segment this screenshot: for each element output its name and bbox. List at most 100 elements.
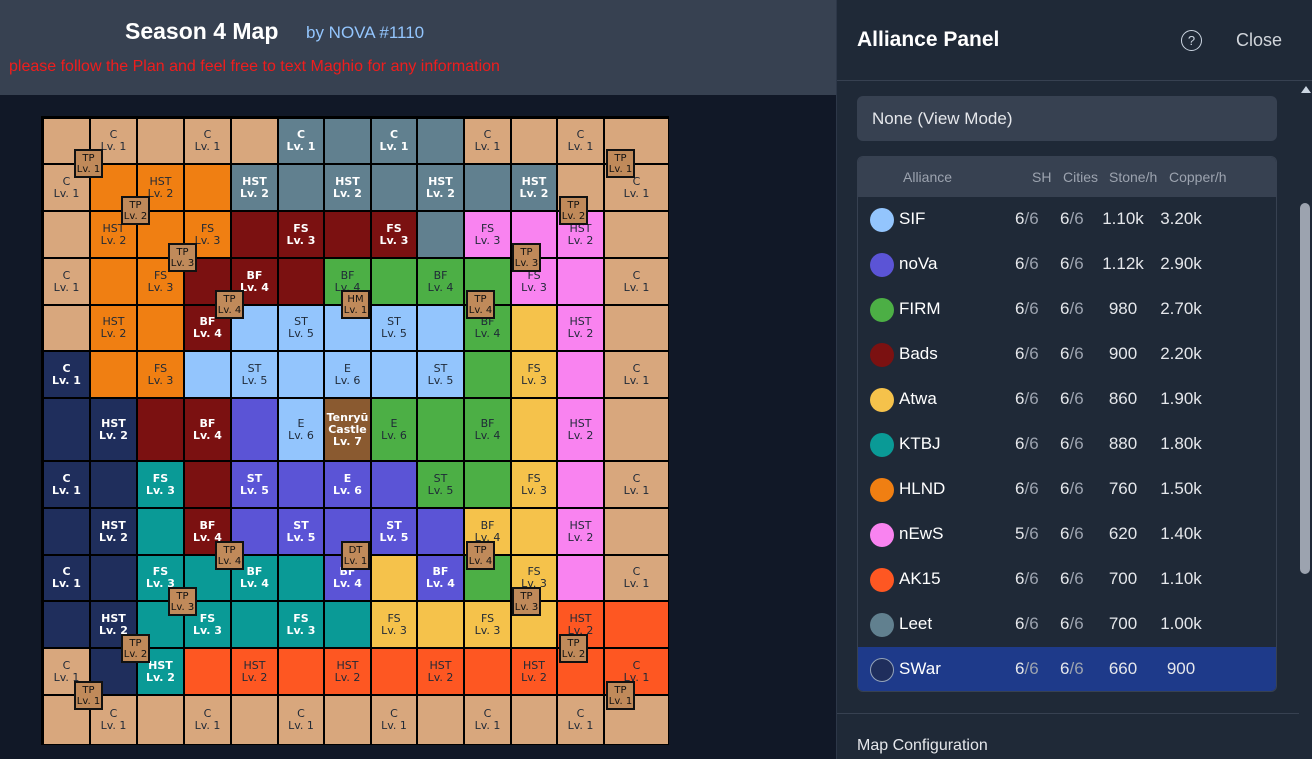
map-tile[interactable] bbox=[464, 164, 511, 211]
map-tile[interactable]: ST Lv. 5 bbox=[231, 461, 278, 508]
teleport-marker[interactable]: TP Lv. 1 bbox=[606, 681, 635, 710]
teleport-marker[interactable]: TP Lv. 2 bbox=[121, 196, 150, 225]
map-tile[interactable] bbox=[417, 211, 464, 258]
map-tile[interactable]: FS Lv. 3 bbox=[511, 461, 557, 508]
map-tile[interactable]: HST Lv. 2 bbox=[137, 648, 184, 695]
map-tile[interactable]: C Lv. 1 bbox=[557, 695, 604, 745]
map-tile[interactable]: FS Lv. 3 bbox=[137, 351, 184, 398]
map-configuration-section[interactable]: Map Configuration bbox=[857, 737, 988, 754]
map-tile[interactable]: FS Lv. 3 bbox=[137, 461, 184, 508]
teleport-marker[interactable]: TP Lv. 4 bbox=[215, 290, 244, 319]
map-tile[interactable] bbox=[371, 555, 417, 601]
map-tile[interactable] bbox=[231, 398, 278, 461]
map-tile[interactable]: HST Lv. 2 bbox=[511, 164, 557, 211]
map-tile[interactable]: HST Lv. 2 bbox=[90, 508, 137, 555]
map-tile[interactable]: C Lv. 1 bbox=[43, 555, 90, 601]
map-tile[interactable] bbox=[604, 601, 669, 648]
map-tile[interactable] bbox=[417, 398, 464, 461]
map-tile[interactable]: C Lv. 1 bbox=[184, 118, 231, 164]
teleport-marker[interactable]: TP Lv. 3 bbox=[512, 243, 541, 272]
scrollbar-thumb[interactable] bbox=[1300, 203, 1310, 574]
map-tile[interactable]: FS Lv. 3 bbox=[371, 211, 417, 258]
map-tile[interactable]: C Lv. 1 bbox=[43, 461, 90, 508]
map-tile[interactable] bbox=[557, 555, 604, 601]
teleport-marker[interactable]: TP Lv. 4 bbox=[466, 290, 495, 319]
map-tile[interactable] bbox=[511, 305, 557, 351]
map-tile[interactable]: BF Lv. 4 bbox=[464, 398, 511, 461]
map-tile[interactable] bbox=[604, 398, 669, 461]
map-tile[interactable]: BF Lv. 4 bbox=[184, 508, 231, 555]
map-tile[interactable]: ST Lv. 5 bbox=[278, 305, 324, 351]
teleport-marker[interactable]: TP Lv. 3 bbox=[168, 587, 197, 616]
map-tile[interactable] bbox=[137, 305, 184, 351]
map-tile[interactable]: C Lv. 1 bbox=[90, 695, 137, 745]
map-tile[interactable]: HST Lv. 2 bbox=[90, 305, 137, 351]
map-tile[interactable] bbox=[43, 508, 90, 555]
map-tile[interactable]: HST Lv. 2 bbox=[90, 398, 137, 461]
map-tile[interactable]: Tenryū Castle Lv. 7 bbox=[324, 398, 371, 461]
map-tile[interactable]: BF Lv. 4 bbox=[184, 305, 231, 351]
map-tile[interactable] bbox=[137, 398, 184, 461]
map-tile[interactable] bbox=[324, 695, 371, 745]
alliance-row-sif[interactable]: SIF 6/6 6/6 1.10k 3.20k bbox=[858, 197, 1276, 242]
alliance-row-ktbj[interactable]: KTBJ 6/6 6/6 880 1.80k bbox=[858, 422, 1276, 467]
alliance-row-ak15[interactable]: AK15 6/6 6/6 700 1.10k bbox=[858, 557, 1276, 602]
map-tile[interactable] bbox=[464, 648, 511, 695]
map-tile[interactable]: HST Lv. 2 bbox=[417, 164, 464, 211]
map-tile[interactable] bbox=[324, 601, 371, 648]
map-tile[interactable] bbox=[231, 601, 278, 648]
map-tile[interactable] bbox=[231, 118, 278, 164]
map-tile[interactable]: FS Lv. 3 bbox=[137, 555, 184, 601]
map-tile[interactable] bbox=[324, 211, 371, 258]
map-tile[interactable]: HST Lv. 2 bbox=[511, 648, 557, 695]
map-tile[interactable] bbox=[417, 695, 464, 745]
alliance-row-bads[interactable]: Bads 6/6 6/6 900 2.20k bbox=[858, 332, 1276, 377]
map-tile[interactable]: HST Lv. 2 bbox=[557, 305, 604, 351]
map-tile[interactable]: FS Lv. 3 bbox=[464, 601, 511, 648]
teleport-marker[interactable]: TP Lv. 4 bbox=[215, 541, 244, 570]
alliance-row-firm[interactable]: FIRM 6/6 6/6 980 2.70k bbox=[858, 287, 1276, 332]
alliance-row-swar[interactable]: SWar 6/6 6/6 660 900 bbox=[858, 647, 1276, 691]
alliance-row-nova[interactable]: noVa 6/6 6/6 1.12k 2.90k bbox=[858, 242, 1276, 287]
map-tile[interactable] bbox=[90, 555, 137, 601]
map-tile[interactable] bbox=[278, 555, 324, 601]
map-tile[interactable] bbox=[604, 211, 669, 258]
map-tile[interactable]: C Lv. 1 bbox=[184, 695, 231, 745]
map-tile[interactable] bbox=[90, 461, 137, 508]
map-tile[interactable]: C Lv. 1 bbox=[464, 695, 511, 745]
map-tile[interactable]: C Lv. 1 bbox=[371, 118, 417, 164]
map-tile[interactable]: C Lv. 1 bbox=[43, 648, 90, 695]
map-tile[interactable]: C Lv. 1 bbox=[43, 258, 90, 305]
map-tile[interactable]: ST Lv. 5 bbox=[417, 351, 464, 398]
teleport-marker[interactable]: TP Lv. 3 bbox=[168, 243, 197, 272]
season-map-grid[interactable]: C Lv. 1 C Lv. 1 C Lv. 1 C Lv. 1 C Lv. 1 C Lv. 1 C Lv.… bbox=[41, 116, 669, 745]
map-tile[interactable] bbox=[371, 351, 417, 398]
map-tile[interactable]: HST Lv. 2 bbox=[324, 164, 371, 211]
map-tile[interactable] bbox=[417, 305, 464, 351]
map-tile[interactable] bbox=[137, 695, 184, 745]
map-tile[interactable] bbox=[604, 508, 669, 555]
teleport-marker[interactable]: TP Lv. 1 bbox=[74, 149, 103, 178]
map-tile[interactable]: E Lv. 6 bbox=[324, 461, 371, 508]
map-tile[interactable] bbox=[324, 118, 371, 164]
map-tile[interactable]: HST Lv. 2 bbox=[231, 648, 278, 695]
map-tile[interactable] bbox=[278, 461, 324, 508]
map-tile[interactable]: BF Lv. 4 bbox=[184, 398, 231, 461]
map-tile[interactable]: E Lv. 6 bbox=[278, 398, 324, 461]
map-tile[interactable]: HST Lv. 2 bbox=[231, 164, 278, 211]
alliance-row-hlnd[interactable]: HLND 6/6 6/6 760 1.50k bbox=[858, 467, 1276, 512]
map-tile[interactable]: FS Lv. 3 bbox=[278, 211, 324, 258]
alliance-row-atwa[interactable]: Atwa 6/6 6/6 860 1.90k bbox=[858, 377, 1276, 422]
help-icon[interactable]: ? bbox=[1181, 30, 1202, 51]
map-tile[interactable]: FS Lv. 3 bbox=[184, 211, 231, 258]
map-tile[interactable] bbox=[417, 601, 464, 648]
map-tile[interactable] bbox=[464, 461, 511, 508]
teleport-marker[interactable]: TP Lv. 2 bbox=[121, 634, 150, 663]
map-tile[interactable] bbox=[557, 461, 604, 508]
map-tile[interactable] bbox=[43, 211, 90, 258]
map-tile[interactable]: ST Lv. 5 bbox=[371, 305, 417, 351]
alliance-row-news[interactable]: nEwS 5/6 6/6 620 1.40k bbox=[858, 512, 1276, 557]
teleport-marker[interactable]: TP Lv. 1 bbox=[74, 681, 103, 710]
map-tile[interactable]: FS Lv. 3 bbox=[371, 601, 417, 648]
map-tile[interactable] bbox=[557, 351, 604, 398]
